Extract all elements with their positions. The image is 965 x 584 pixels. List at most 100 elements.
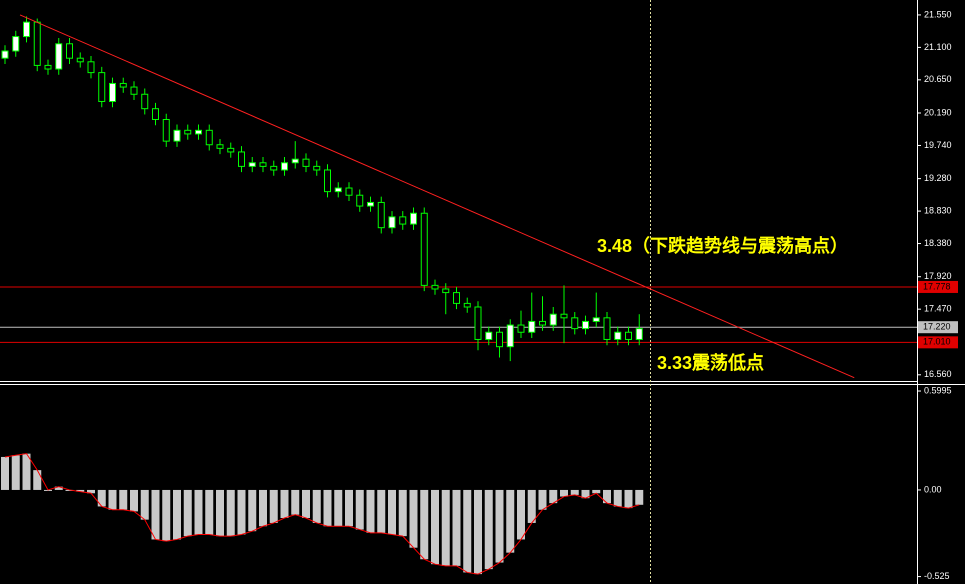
histogram-bar xyxy=(97,489,106,507)
histogram-bar xyxy=(334,489,343,527)
histogram-bar xyxy=(130,489,138,512)
candle-body xyxy=(345,187,353,196)
candle-body xyxy=(485,331,493,340)
histogram-bar xyxy=(248,489,257,532)
histogram-bar xyxy=(87,489,95,494)
histogram-bar xyxy=(216,489,224,537)
histogram-bar xyxy=(119,489,128,510)
candle-body xyxy=(453,292,460,304)
candle-body xyxy=(270,165,278,171)
candle-body xyxy=(549,313,557,326)
histogram-bar xyxy=(280,489,289,518)
histogram-bar xyxy=(388,489,396,535)
histogram-bar xyxy=(581,489,590,499)
candle-body xyxy=(291,158,299,164)
histogram-bar xyxy=(452,489,461,566)
candle-body xyxy=(12,36,20,52)
histogram-bar xyxy=(635,489,644,505)
histogram-bar xyxy=(173,489,181,540)
candle-body xyxy=(399,216,407,225)
candle-body xyxy=(517,324,525,333)
level-tag xyxy=(918,336,958,349)
histogram-bar xyxy=(22,453,31,490)
histogram-bar xyxy=(183,489,192,537)
histogram-bar xyxy=(377,489,386,533)
y-tick-label: 0.00 xyxy=(924,484,942,494)
candle-body xyxy=(356,194,364,207)
y-tick-label: -0.525 xyxy=(924,571,950,581)
histogram-bar xyxy=(237,489,246,535)
candle-body xyxy=(119,82,127,88)
candle-body xyxy=(377,201,385,229)
histogram-bar xyxy=(366,489,375,533)
histogram-bar xyxy=(33,470,42,490)
candle-body xyxy=(87,61,95,74)
candle-body xyxy=(625,331,632,340)
candle-body xyxy=(205,129,213,146)
candle-body xyxy=(571,317,579,330)
histogram-bar xyxy=(269,489,278,523)
candle-body xyxy=(560,313,568,319)
candle-body xyxy=(313,165,321,171)
histogram-bar xyxy=(549,489,558,504)
histogram-bar xyxy=(409,489,418,548)
histogram-bar xyxy=(398,489,407,537)
histogram-bar xyxy=(323,489,332,527)
histogram-bar xyxy=(291,489,300,515)
histogram-bar xyxy=(517,489,525,540)
candle-body xyxy=(195,129,202,135)
y-tick-label: 0.5995 xyxy=(924,385,952,395)
y-tick-label: 20.190 xyxy=(924,107,952,117)
y-tick-label: 19.280 xyxy=(924,173,952,183)
histogram-bar xyxy=(592,489,601,494)
histogram-bar xyxy=(355,489,364,530)
histogram-bar xyxy=(1,456,9,490)
histogram-bar xyxy=(613,489,622,507)
y-tick-label: 19.740 xyxy=(924,140,952,150)
level-label: 17.220 xyxy=(923,322,951,332)
candle-body xyxy=(506,324,514,348)
level-tag xyxy=(918,280,958,293)
histogram-bar xyxy=(441,489,450,566)
histogram-bar xyxy=(570,489,579,495)
candle-body xyxy=(98,72,106,102)
level-label: 17.778 xyxy=(923,281,951,291)
candle-body xyxy=(130,86,138,95)
histogram-bar xyxy=(259,489,267,527)
candle-body xyxy=(162,118,170,142)
histogram-bar xyxy=(431,489,439,565)
histogram-bar xyxy=(162,489,171,542)
candle-body xyxy=(635,328,643,340)
y-tick-label: 17.920 xyxy=(924,271,952,281)
histogram-bar xyxy=(151,489,160,540)
histogram-bar xyxy=(474,489,482,575)
y-tick-label: 21.100 xyxy=(924,42,952,52)
candle-body xyxy=(141,93,149,110)
candle-body xyxy=(281,162,288,171)
candle-body xyxy=(582,320,589,330)
candle-body xyxy=(1,50,9,59)
candle-body xyxy=(227,147,235,153)
candle-body xyxy=(184,129,192,135)
histogram-bar xyxy=(11,455,20,490)
candle-body xyxy=(431,284,439,290)
histogram-bar xyxy=(205,489,214,535)
histogram-bar xyxy=(108,489,117,510)
candle-body xyxy=(474,306,482,340)
candle-body xyxy=(410,212,417,225)
histogram-bar xyxy=(624,489,633,509)
candle-body xyxy=(238,151,245,167)
candle-body xyxy=(442,288,450,294)
histogram-bar xyxy=(538,489,547,510)
candle-body xyxy=(302,158,310,167)
candle-body xyxy=(33,21,41,66)
candle-body xyxy=(76,57,84,63)
histogram-bar xyxy=(484,489,493,570)
candle-body xyxy=(66,43,73,59)
histogram-bar xyxy=(140,489,149,520)
candle-body xyxy=(496,331,503,348)
candle-body xyxy=(539,320,546,326)
